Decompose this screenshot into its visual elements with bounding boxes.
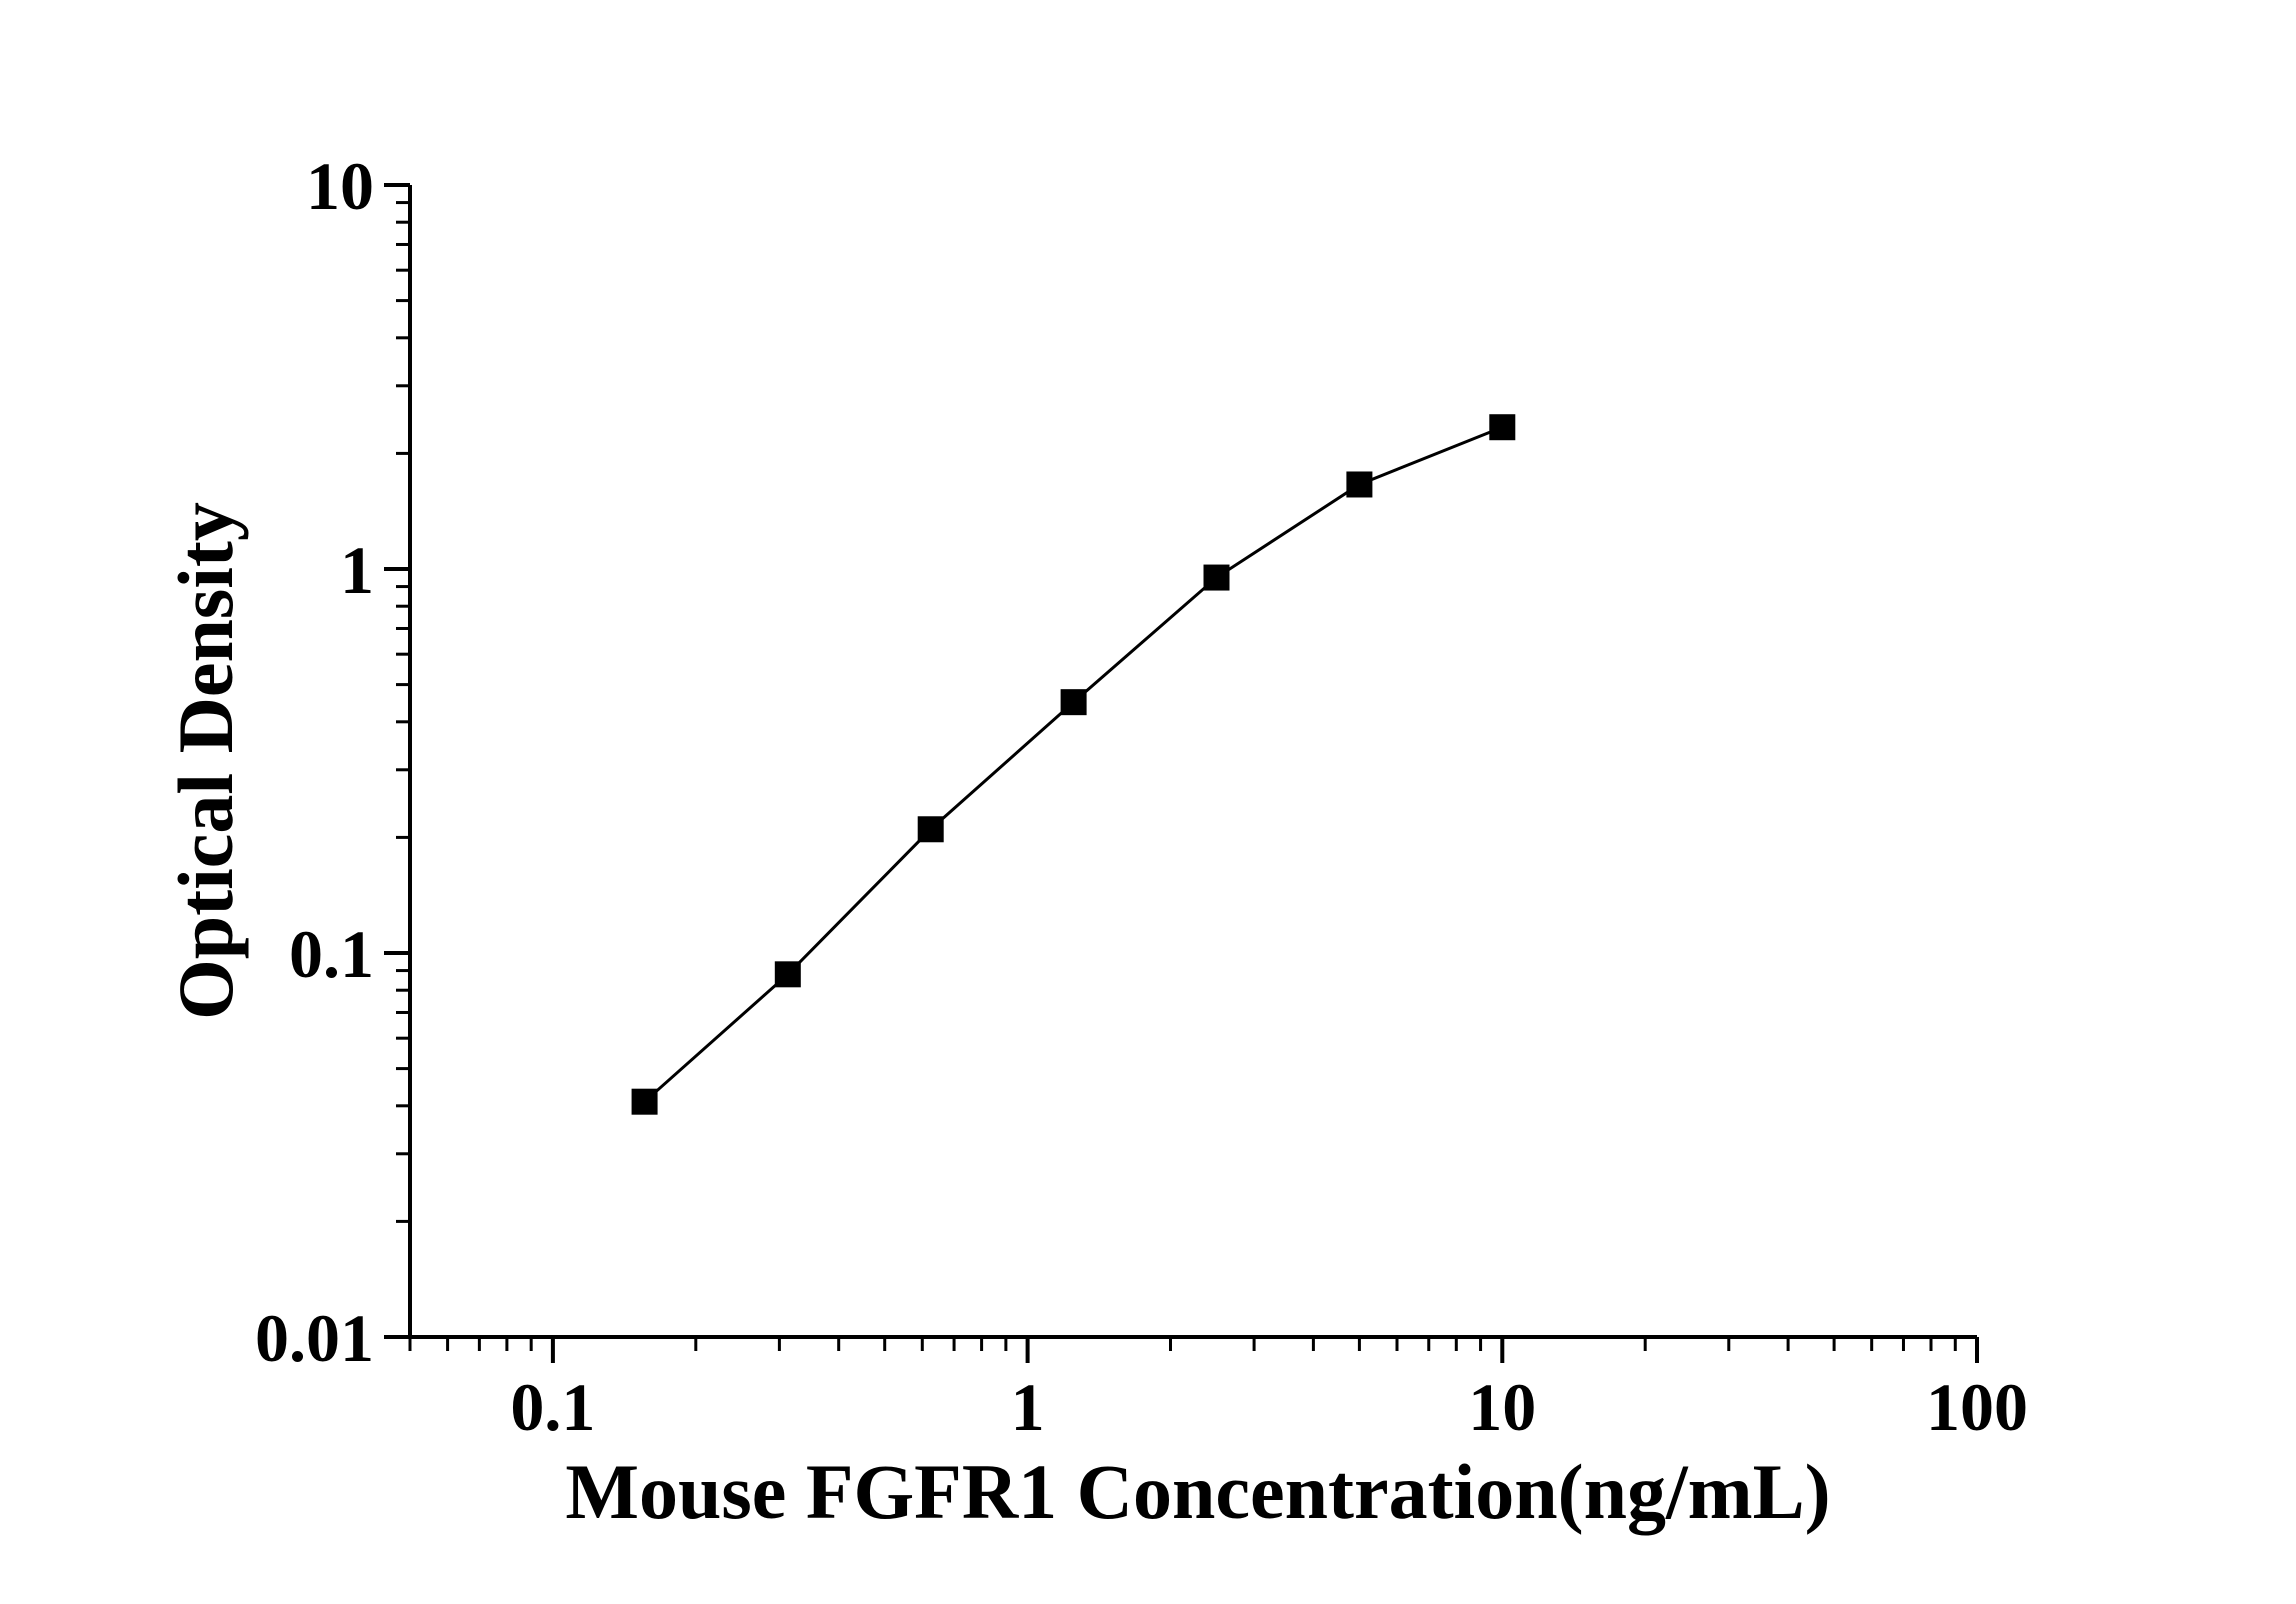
data-point-markers bbox=[631, 414, 1516, 1115]
x-tick-label: 100 bbox=[1926, 1369, 2028, 1445]
data-point-marker bbox=[1203, 564, 1230, 591]
x-minor-ticks bbox=[408, 1337, 1957, 1351]
y-tick-label: 0.1 bbox=[289, 916, 374, 992]
axes bbox=[408, 185, 1977, 1339]
y-minor-ticks bbox=[396, 201, 410, 1223]
x-major-ticks bbox=[550, 1337, 1979, 1363]
data-point-marker bbox=[1489, 414, 1516, 441]
data-point-marker bbox=[1060, 689, 1087, 716]
x-tick-label: 1 bbox=[1011, 1369, 1045, 1445]
y-tick-label: 10 bbox=[306, 148, 374, 224]
x-tick-label: 0.1 bbox=[510, 1369, 595, 1445]
x-tick-labels: 0.1 1 10 100 bbox=[510, 1369, 2028, 1445]
x-tick-label: 10 bbox=[1468, 1369, 1536, 1445]
data-point-marker bbox=[631, 1088, 658, 1115]
data-point-marker bbox=[1346, 471, 1373, 498]
data-point-marker bbox=[917, 816, 944, 843]
y-tick-labels: 10 1 0.1 0.01 bbox=[255, 148, 374, 1376]
y-axis-title: Optical Density bbox=[162, 502, 249, 1020]
y-major-ticks bbox=[384, 183, 410, 1339]
standard-curve-line bbox=[643, 425, 1503, 1103]
y-tick-label: 0.01 bbox=[255, 1300, 374, 1376]
y-tick-label: 1 bbox=[340, 532, 374, 608]
x-axis-title: Mouse FGFR1 Concentration(ng/mL) bbox=[565, 1448, 1830, 1535]
data-point-marker bbox=[774, 961, 801, 988]
